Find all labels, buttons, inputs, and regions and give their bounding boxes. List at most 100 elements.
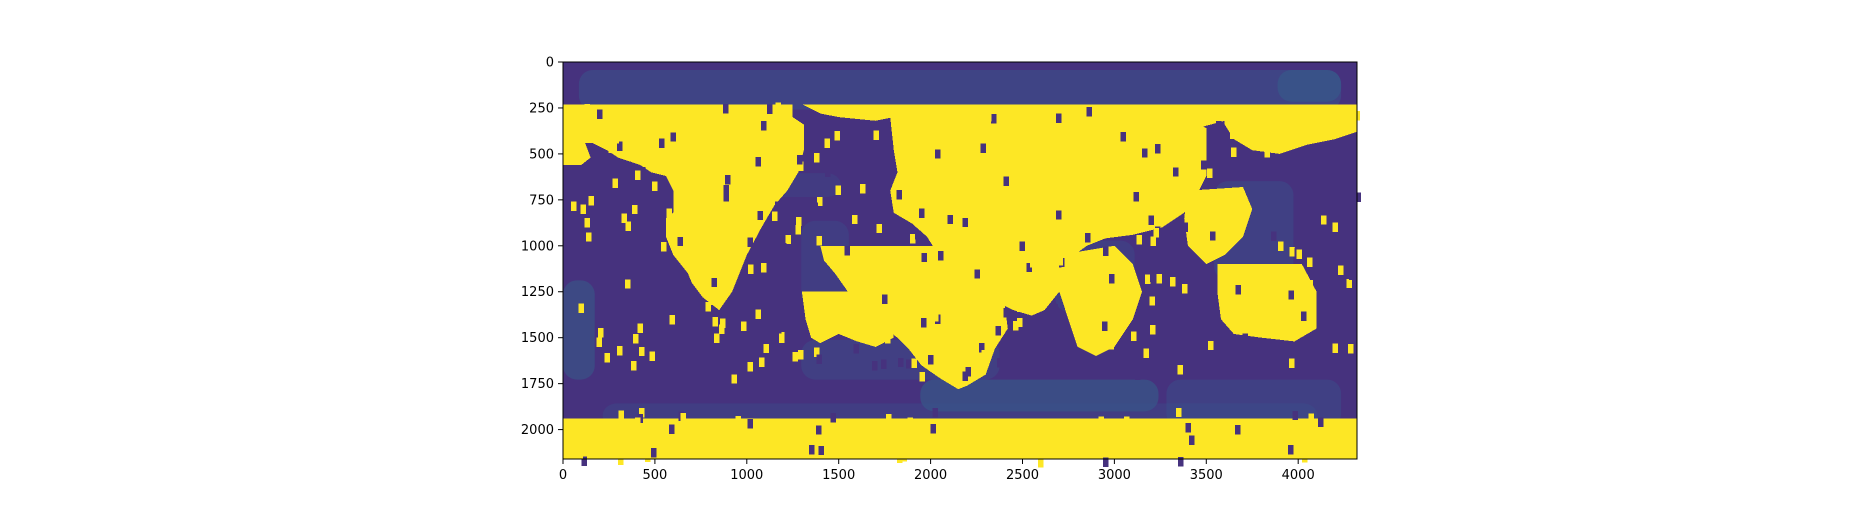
mask-pixel: [1145, 136, 1152, 147]
mask-pixel: [816, 425, 822, 435]
mask-pixel: [869, 186, 876, 197]
mask-pixel: [1102, 457, 1109, 468]
mask-pixel: [915, 230, 921, 240]
mask-pixel: [962, 371, 968, 381]
mask-pixel: [1210, 231, 1216, 241]
mask-pixel: [1182, 284, 1188, 294]
mask-pixel: [808, 445, 815, 455]
mask-pixel: [1317, 247, 1324, 258]
mask-pixel: [914, 421, 920, 432]
mask-pixel: [927, 355, 934, 365]
mask-pixel: [834, 130, 840, 141]
mask-pixel: [748, 264, 754, 274]
mask-pixel: [723, 192, 730, 202]
mask-pixel: [873, 130, 879, 141]
y-tick-label: 1500: [521, 331, 554, 346]
mask-pixel: [824, 138, 830, 148]
mask-pixel: [723, 104, 729, 114]
mask-pixel: [1164, 228, 1171, 239]
mask-pixel: [945, 319, 951, 330]
mask-pixel: [938, 179, 944, 189]
y-tick-label: 2000: [521, 423, 554, 438]
mask-pixel: [795, 216, 802, 227]
mask-pixel: [741, 145, 747, 155]
mask-pixel: [911, 358, 917, 368]
x-tick-label: 3500: [1190, 468, 1223, 483]
mask-pixel: [641, 256, 647, 266]
mask-pixel: [1058, 198, 1064, 209]
mask-pixel: [577, 251, 583, 262]
mask-pixel: [896, 189, 903, 200]
mask-pixel: [1219, 272, 1225, 283]
mask-pixel: [670, 132, 677, 142]
mask-pixel: [796, 155, 803, 165]
mask-pixel: [923, 135, 929, 145]
mask-pixel: [621, 213, 627, 224]
mask-pixel: [1101, 321, 1108, 331]
mask-pixel: [632, 436, 638, 446]
mask-pixel: [761, 148, 768, 158]
mask-pixel: [633, 237, 639, 247]
mask-pixel: [1056, 113, 1062, 123]
mask-pixel: [980, 143, 987, 153]
mask-pixel: [597, 327, 604, 338]
mask-pixel: [1189, 435, 1195, 445]
mask-pixel: [1201, 160, 1207, 170]
mask-pixel: [963, 194, 969, 204]
mask-pixel: [1150, 272, 1156, 282]
mask-pixel: [919, 208, 925, 218]
mask-pixel: [933, 312, 939, 322]
mask-pixel: [852, 214, 858, 225]
mask-pixel: [654, 116, 661, 127]
mask-pixel: [597, 109, 603, 120]
mask-pixel: [747, 237, 753, 248]
mask-pixel: [755, 132, 762, 143]
mask-pixel: [1086, 106, 1092, 117]
mask-pixel: [901, 452, 908, 462]
mask-pixel: [760, 120, 767, 131]
land-region: [1224, 104, 1357, 154]
mask-pixel: [608, 312, 614, 322]
mask-pixel: [795, 225, 801, 235]
mask-pixel: [1322, 350, 1328, 360]
mask-pixel: [1202, 447, 1209, 457]
mask-pixel: [1145, 274, 1151, 284]
mask-pixel: [1046, 423, 1052, 433]
mask-pixel: [830, 412, 836, 423]
mask-pixel: [871, 361, 878, 371]
x-tick-label: 2000: [914, 468, 947, 483]
mask-pixel: [747, 419, 753, 429]
mask-pixel: [646, 182, 653, 192]
mask-pixel: [1235, 284, 1241, 295]
mask-pixel: [687, 215, 694, 226]
mask-pixel: [1301, 311, 1307, 321]
y-tick-label: 250: [529, 101, 554, 116]
mask-pixel: [563, 270, 569, 280]
mask-pixel: [812, 202, 819, 213]
mask-pixel: [1217, 427, 1224, 437]
mask-pixel: [564, 226, 570, 236]
mask-pixel: [638, 407, 645, 418]
mask-pixel: [818, 445, 824, 456]
mask-pixel: [779, 331, 785, 342]
ocean-patch: [920, 379, 1159, 412]
mask-pixel: [1306, 111, 1312, 122]
mask-pixel: [725, 174, 731, 185]
mask-pixel: [1185, 423, 1192, 433]
mask-pixel: [968, 205, 974, 215]
mask-pixel: [775, 201, 781, 211]
mask-pixel: [604, 353, 611, 363]
ocean-patch: [801, 220, 849, 309]
mask-pixel: [611, 364, 617, 374]
mask-pixel: [1177, 365, 1183, 375]
mask-pixel: [931, 249, 938, 259]
mask-pixel: [651, 181, 658, 191]
mask-pixel: [1098, 416, 1105, 426]
y-tick-label: 1750: [521, 377, 554, 392]
mask-pixel: [735, 416, 742, 426]
mask-pixel: [1019, 241, 1026, 251]
mask-pixel: [668, 424, 675, 434]
mask-pixel: [949, 262, 956, 273]
mask-pixel: [1001, 236, 1007, 247]
mask-pixel: [897, 357, 904, 368]
